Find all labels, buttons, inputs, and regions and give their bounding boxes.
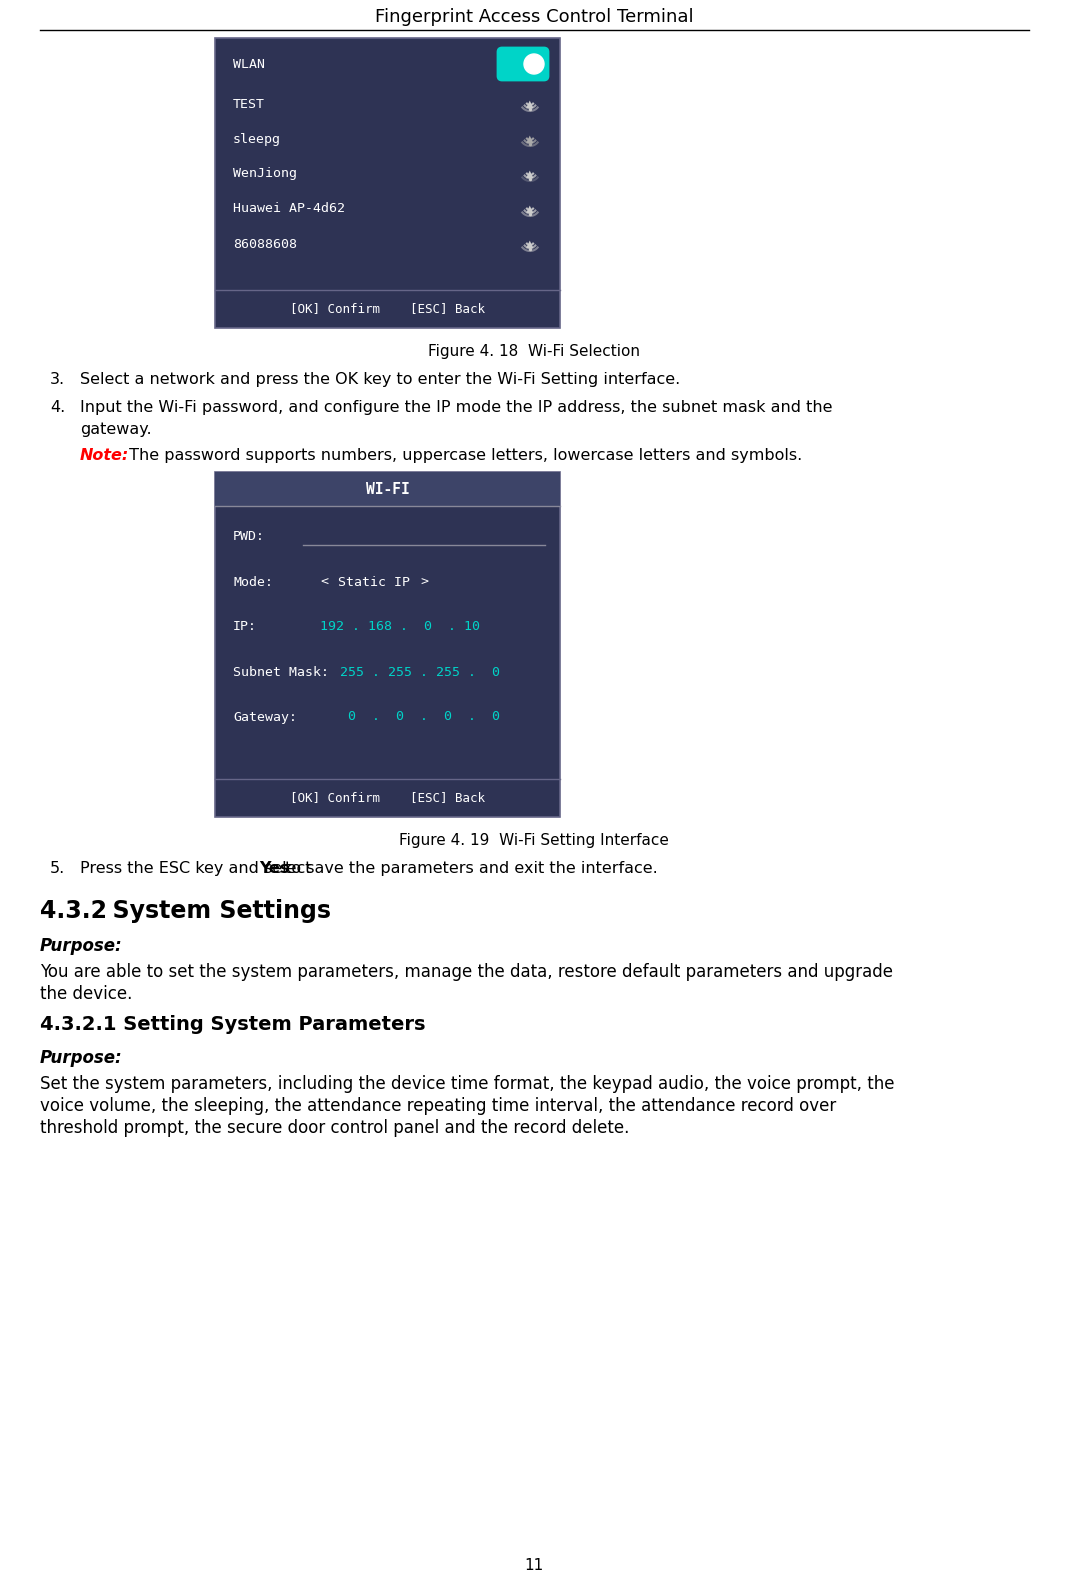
Text: The password supports numbers, uppercase letters, lowercase letters and symbols.: The password supports numbers, uppercase… (124, 448, 802, 464)
Text: Press the ESC key and select: Press the ESC key and select (80, 861, 316, 876)
Text: 4.3.2: 4.3.2 (40, 899, 107, 923)
Text: ▲: ▲ (526, 204, 533, 214)
Text: the device.: the device. (40, 986, 133, 1003)
Text: You are able to set the system parameters, manage the data, restore default para: You are able to set the system parameter… (40, 964, 893, 981)
FancyBboxPatch shape (498, 49, 548, 80)
Text: Subnet Mask:: Subnet Mask: (233, 665, 329, 679)
Text: WenJiong: WenJiong (233, 168, 297, 181)
FancyBboxPatch shape (215, 38, 560, 329)
Text: 86088608: 86088608 (233, 237, 297, 250)
Text: Gateway:: Gateway: (233, 711, 297, 723)
Text: Huawei AP-4d62: Huawei AP-4d62 (233, 203, 345, 215)
Text: ▲: ▲ (526, 134, 533, 145)
Text: >: > (420, 575, 428, 588)
Text: Input the Wi-Fi password, and configure the IP mode the IP address, the subnet m: Input the Wi-Fi password, and configure … (80, 399, 833, 415)
Circle shape (524, 53, 544, 74)
Text: Yes: Yes (259, 861, 290, 876)
Text: ▲: ▲ (526, 170, 533, 179)
Text: 255 . 255 . 255 .  0: 255 . 255 . 255 . 0 (340, 665, 500, 679)
Text: WLAN: WLAN (233, 58, 265, 71)
Text: Purpose:: Purpose: (40, 937, 123, 956)
Text: ▲: ▲ (526, 239, 533, 248)
Text: Fingerprint Access Control Terminal: Fingerprint Access Control Terminal (375, 8, 694, 27)
Text: 0  .  0  .  0  .  0: 0 . 0 . 0 . 0 (340, 711, 500, 723)
Text: 4.3.2.1 Setting System Parameters: 4.3.2.1 Setting System Parameters (40, 1016, 425, 1034)
FancyBboxPatch shape (215, 472, 560, 506)
Text: 192 . 168 .  0  . 10: 192 . 168 . 0 . 10 (320, 621, 480, 634)
Text: <: < (320, 575, 328, 588)
Text: WI-FI: WI-FI (366, 481, 409, 497)
Text: threshold prompt, the secure door control panel and the record delete.: threshold prompt, the secure door contro… (40, 1119, 630, 1137)
Text: 4.: 4. (50, 399, 65, 415)
Text: Set the system parameters, including the device time format, the keypad audio, t: Set the system parameters, including the… (40, 1075, 895, 1093)
Text: TEST: TEST (233, 97, 265, 110)
Text: 11: 11 (525, 1558, 544, 1572)
Text: 5.: 5. (50, 861, 65, 876)
Text: System Settings: System Settings (96, 899, 331, 923)
Text: Figure 4. 18  Wi-Fi Selection: Figure 4. 18 Wi-Fi Selection (428, 344, 640, 358)
Text: Note:: Note: (80, 448, 129, 464)
Text: Mode:: Mode: (233, 575, 273, 588)
Text: IP:: IP: (233, 621, 257, 634)
Text: [OK] Confirm    [ESC] Back: [OK] Confirm [ESC] Back (290, 302, 485, 316)
Text: voice volume, the sleeping, the attendance repeating time interval, the attendan: voice volume, the sleeping, the attendan… (40, 1097, 836, 1115)
FancyBboxPatch shape (215, 472, 560, 817)
Text: ▲: ▲ (526, 99, 533, 108)
Text: Select a network and press the OK key to enter the Wi-Fi Setting interface.: Select a network and press the OK key to… (80, 373, 680, 387)
Text: gateway.: gateway. (80, 421, 152, 437)
Text: to save the parameters and exit the interface.: to save the parameters and exit the inte… (280, 861, 657, 876)
Text: sleepg: sleepg (233, 132, 281, 146)
Text: Purpose:: Purpose: (40, 1049, 123, 1067)
Text: 3.: 3. (50, 373, 65, 387)
Text: [OK] Confirm    [ESC] Back: [OK] Confirm [ESC] Back (290, 791, 485, 805)
Text: PWD:: PWD: (233, 530, 265, 544)
Text: Figure 4. 19  Wi-Fi Setting Interface: Figure 4. 19 Wi-Fi Setting Interface (399, 833, 669, 847)
Text: Static IP: Static IP (338, 575, 410, 588)
